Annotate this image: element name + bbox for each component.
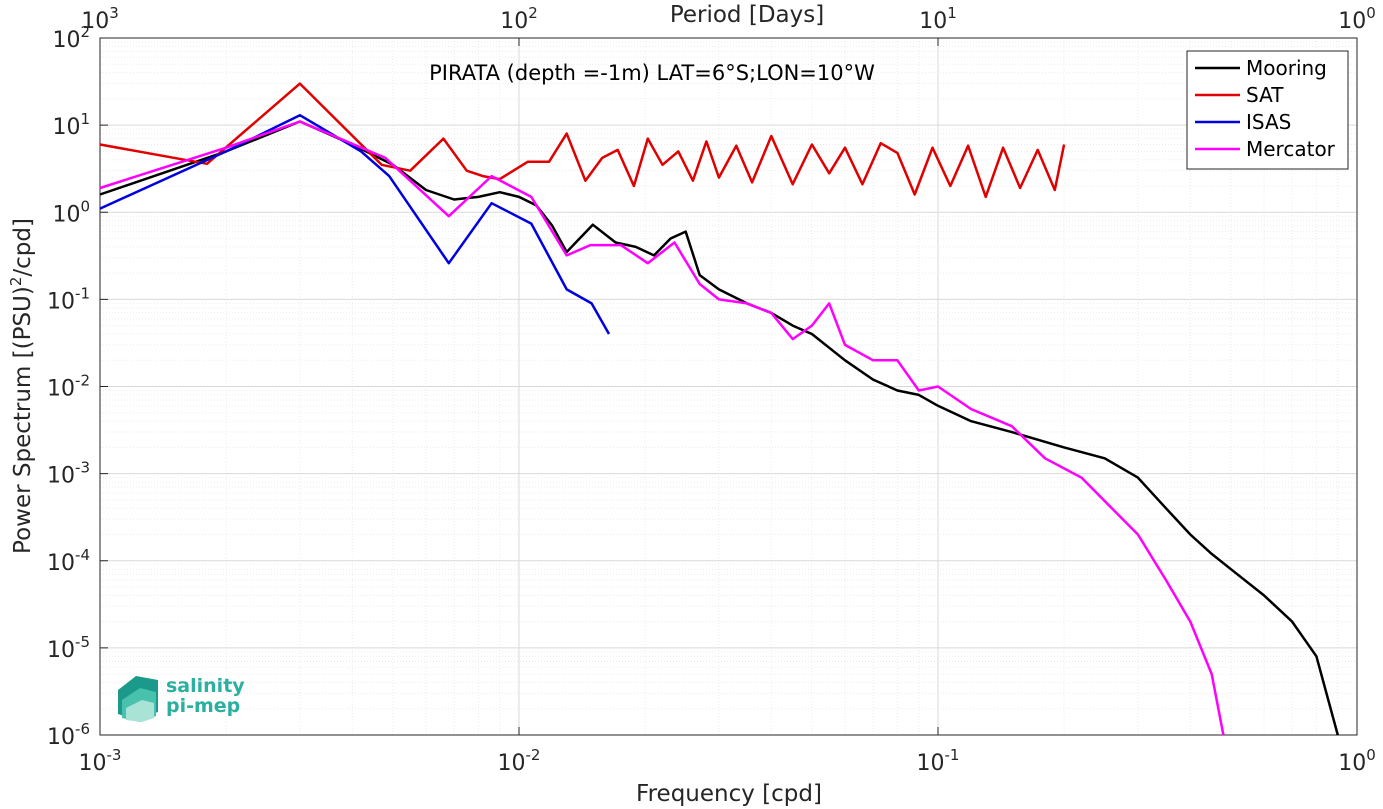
chart-title: PIRATA (depth =-1m) LAT=6°S;LON=10°W — [429, 61, 875, 85]
y-tick-label: 10-5 — [47, 633, 90, 663]
x-tick-label: 10-1 — [917, 746, 960, 776]
top-tick-label: 102 — [500, 4, 538, 34]
y-tick-label: 100 — [52, 197, 90, 227]
top-axis-label: Period [Days] — [670, 2, 824, 28]
top-tick-label: 103 — [81, 4, 119, 34]
y-tick-label: 10-4 — [47, 546, 90, 576]
x-axis-label: Frequency [cpd] — [636, 781, 822, 807]
logo-text-salinity: salinity — [166, 675, 245, 697]
x-tick-label: 100 — [1338, 746, 1376, 776]
y-tick-label: 101 — [52, 110, 90, 140]
series-line-isas — [99, 113, 611, 335]
series-layer — [99, 82, 1340, 736]
y-tick-label: 102 — [52, 23, 90, 53]
legend-label: Mercator — [1246, 137, 1336, 161]
top-tick-label: 101 — [919, 4, 957, 34]
legend: Mooring SAT ISAS Mercator — [1186, 50, 1349, 170]
y-tick-label: 10-1 — [47, 284, 90, 314]
legend-label: Mooring — [1246, 56, 1327, 80]
x-tick-label: 10-2 — [498, 746, 541, 776]
salinity-pi-mep-logo: salinity pi-mep — [118, 675, 245, 722]
legend-label: ISAS — [1246, 110, 1291, 134]
x-tick-label: 10-3 — [79, 746, 122, 776]
grid-lines — [99, 38, 1357, 736]
y-axis-label: Power Spectrum [(PSU)2/cpd] — [7, 218, 36, 554]
y-axis-label-sup: 2 — [7, 277, 25, 287]
series-line-mercator — [99, 120, 1225, 736]
top-tick-label: 100 — [1338, 4, 1376, 34]
y-tick-label: 10-6 — [47, 720, 90, 750]
y-tick-label: 10-3 — [47, 459, 90, 489]
logo-mark-front — [126, 700, 154, 722]
y-axis-label-main: Power Spectrum [(PSU) — [10, 286, 36, 554]
legend-label: SAT — [1246, 83, 1284, 107]
series-line-sat — [99, 82, 1066, 199]
y-axis-label-tail: /cpd] — [10, 218, 36, 277]
y-tick-label: 10-2 — [47, 372, 90, 402]
logo-text-pi-mep: pi-mep — [166, 695, 240, 717]
